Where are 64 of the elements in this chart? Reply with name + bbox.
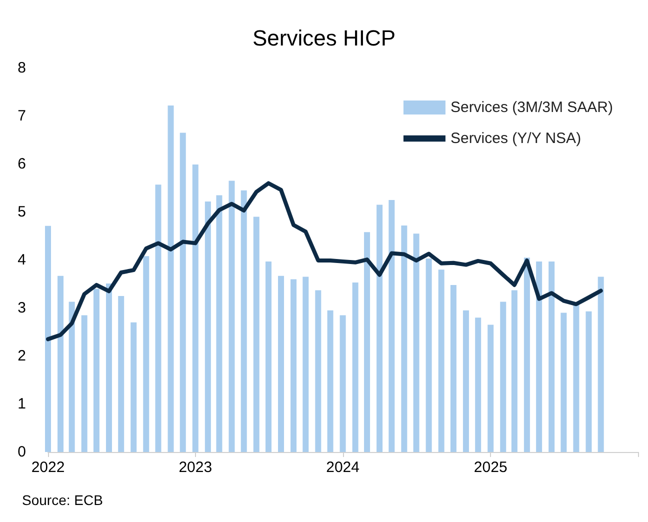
bar xyxy=(450,284,456,452)
bar xyxy=(106,284,112,452)
bar xyxy=(548,261,555,452)
line-series xyxy=(46,181,603,342)
bar xyxy=(180,132,186,452)
y-tick-label: 6 xyxy=(18,156,26,172)
bar xyxy=(475,318,482,452)
bar xyxy=(265,261,272,452)
bar xyxy=(327,310,334,452)
x-tick-label: 2025 xyxy=(474,459,508,476)
bar xyxy=(524,258,530,452)
bar xyxy=(143,256,150,452)
bar xyxy=(155,184,162,452)
bar xyxy=(228,180,235,452)
bar xyxy=(45,226,51,452)
legend-label: Services (Y/Y NSA) xyxy=(450,130,582,147)
bar xyxy=(216,195,222,452)
legend-label: Services (3M/3M SAAR) xyxy=(450,99,614,116)
bar xyxy=(58,276,64,452)
bar xyxy=(462,310,469,452)
bar xyxy=(488,324,494,452)
bar xyxy=(315,290,322,452)
bar xyxy=(253,216,260,452)
chart-title: Services HICP xyxy=(252,26,396,50)
bar xyxy=(352,282,358,452)
bar xyxy=(192,164,198,452)
bar xyxy=(500,302,506,452)
y-tick-label: 5 xyxy=(18,204,26,220)
bar xyxy=(278,276,284,452)
bar xyxy=(560,312,567,452)
bar xyxy=(586,311,592,452)
bar xyxy=(426,258,432,452)
x-tick-label: 2022 xyxy=(31,459,65,476)
bar xyxy=(68,302,75,452)
bar xyxy=(573,303,580,452)
bar xyxy=(204,201,211,452)
bar xyxy=(536,261,542,452)
bar xyxy=(302,276,309,452)
y-tick-label: 7 xyxy=(18,108,26,124)
bar xyxy=(290,279,297,452)
y-tick-label: 2 xyxy=(18,348,26,364)
bar xyxy=(364,232,370,452)
y-tick-label: 4 xyxy=(18,252,26,268)
bar xyxy=(413,234,420,452)
bar xyxy=(118,296,124,452)
bar xyxy=(240,190,247,452)
bar xyxy=(598,276,604,452)
bar xyxy=(168,105,174,452)
bar xyxy=(340,315,346,452)
y-tick-label: 0 xyxy=(18,444,26,460)
bar xyxy=(401,225,408,452)
y-tick-label: 8 xyxy=(18,60,26,76)
y-tick-label: 1 xyxy=(18,396,26,412)
x-tick-label: 2023 xyxy=(178,459,212,476)
y-tick-label: 3 xyxy=(18,300,26,316)
bar xyxy=(130,322,137,452)
bar xyxy=(511,290,518,452)
x-tick-label: 2024 xyxy=(326,459,360,476)
bar xyxy=(388,200,395,452)
bar xyxy=(438,270,444,452)
bar xyxy=(81,315,88,452)
bar xyxy=(376,204,383,452)
bar xyxy=(93,288,100,452)
source-note: Source: ECB xyxy=(22,492,103,508)
